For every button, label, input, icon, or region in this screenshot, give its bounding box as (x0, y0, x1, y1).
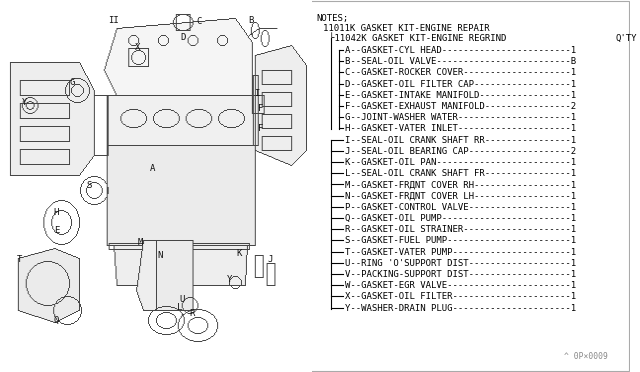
Text: X--GASKET-OIL FILTER----------------------1: X--GASKET-OIL FILTER--------------------… (344, 292, 576, 301)
Text: U: U (179, 295, 185, 305)
Text: T: T (17, 256, 22, 264)
Text: T--GASKET-VATER PUMP----------------------1: T--GASKET-VATER PUMP--------------------… (344, 248, 576, 257)
Text: M--GASKET-FRДNT COVER RH------------------1: M--GASKET-FRДNT COVER RH----------------… (344, 180, 576, 189)
Text: H--GASKET-VATER INLET---------------------1: H--GASKET-VATER INLET-------------------… (344, 124, 576, 134)
Text: A: A (150, 164, 156, 173)
Text: Y--WASHER-DRAIN PLUG----------------------1: Y--WASHER-DRAIN PLUG--------------------… (344, 304, 576, 312)
Text: F: F (258, 124, 264, 132)
Text: H: H (53, 208, 59, 217)
Text: A--GASKET-CYL HEAD------------------------1: A--GASKET-CYL HEAD----------------------… (344, 46, 576, 55)
Text: J: J (267, 256, 273, 264)
Text: Y: Y (22, 97, 28, 106)
Text: D--GASKET-OIL FILTER CAP------------------1: D--GASKET-OIL FILTER CAP----------------… (344, 80, 576, 89)
Text: W--GASKET-EGR VALVE-----------------------1: W--GASKET-EGR VALVE---------------------… (344, 281, 576, 290)
Text: N--GASKET-FRДNT COVER LH------------------1: N--GASKET-FRДNT COVER LH----------------… (344, 192, 576, 201)
Text: L--SEAL-OIL CRANK SHAFT FR----------------1: L--SEAL-OIL CRANK SHAFT FR--------------… (344, 169, 576, 178)
Text: K--GASKET-OIL PAN-------------------------1: K--GASKET-OIL PAN-----------------------… (344, 158, 576, 167)
Text: Q'TY: Q'TY (615, 34, 637, 43)
Text: S: S (86, 180, 92, 189)
Text: B--SEAL-OIL VALVE-------------------------B: B--SEAL-OIL VALVE-----------------------… (344, 57, 576, 66)
Text: C: C (196, 16, 202, 26)
Text: II: II (108, 16, 118, 25)
Text: X: X (135, 42, 141, 51)
Text: Y: Y (227, 276, 232, 285)
Text: Q: Q (53, 315, 59, 324)
Text: NOTES;: NOTES; (316, 14, 348, 23)
Text: I: I (254, 89, 260, 97)
Text: V--PACKING-SUPPORT DIST-------------------1: V--PACKING-SUPPORT DIST-----------------… (344, 270, 576, 279)
Text: M: M (138, 237, 143, 247)
Text: S--GASKET-FUEL PUMP-----------------------1: S--GASKET-FUEL PUMP---------------------… (344, 236, 576, 246)
Text: └11042K GASKET KIT-ENGINE REGRIND: └11042K GASKET KIT-ENGINE REGRIND (329, 34, 506, 43)
Text: R--GASKET-OIL STRAINER--------------------1: R--GASKET-OIL STRAINER------------------… (344, 225, 576, 234)
Text: I--SEAL-OIL CRANK SHAFT RR----------------1: I--SEAL-OIL CRANK SHAFT RR--------------… (344, 136, 576, 145)
Text: L: L (177, 304, 183, 312)
Text: J--SEAL-OIL BEARING CAP-------------------2: J--SEAL-OIL BEARING CAP-----------------… (344, 147, 576, 156)
Text: F: F (258, 103, 264, 112)
Text: G--JOINT-WASHER WATER---------------------1: G--JOINT-WASHER WATER-------------------… (344, 113, 576, 122)
Text: U--RING 'O'SUPPORT DIST-------------------1: U--RING 'O'SUPPORT DIST-----------------… (344, 259, 576, 268)
Text: B: B (248, 16, 253, 25)
Text: D: D (180, 32, 186, 42)
Text: N: N (158, 251, 163, 260)
Text: P--GASKET-CONTROL VALVE-------------------1: P--GASKET-CONTROL VALVE-----------------… (344, 203, 576, 212)
Text: E: E (54, 225, 60, 234)
Text: R: R (189, 310, 195, 318)
Text: Q--GASKET-OIL PUMP------------------------1: Q--GASKET-OIL PUMP----------------------… (344, 214, 576, 223)
Text: E--GASKET-INTAKE MANIFOLD-----------------1: E--GASKET-INTAKE MANIFOLD---------------… (344, 91, 576, 100)
Text: K: K (237, 250, 242, 259)
Text: F--GASKET-EXHAUST MANIFOLD----------------2: F--GASKET-EXHAUST MANIFOLD--------------… (344, 102, 576, 111)
Text: C--GASKET-ROCKER COVER--------------------1: C--GASKET-ROCKER COVER------------------… (344, 68, 576, 77)
Text: G: G (69, 77, 75, 87)
Text: ^ 0P×0009: ^ 0P×0009 (564, 352, 608, 361)
Text: 11011K GASKET KIT-ENGINE REPAIR: 11011K GASKET KIT-ENGINE REPAIR (323, 24, 490, 33)
